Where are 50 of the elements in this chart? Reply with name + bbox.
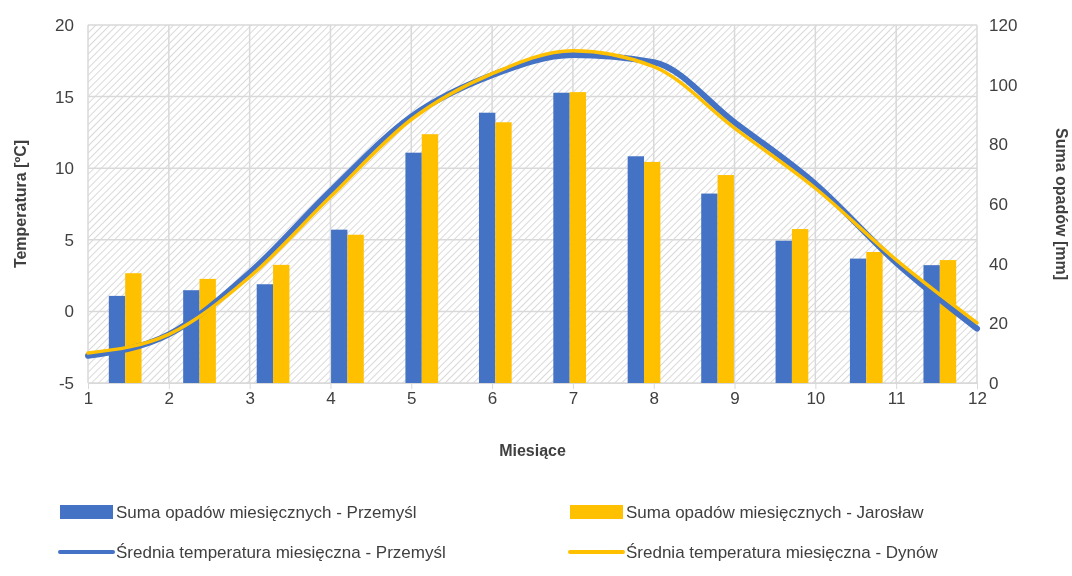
bar — [256, 284, 274, 383]
legend-label: Suma opadów miesięcznych - Jarosław — [626, 503, 925, 522]
y-tick-label: 5 — [64, 230, 74, 250]
y-tick-label: 20 — [55, 15, 74, 35]
x-tick-label: 2 — [164, 389, 175, 409]
bar — [775, 240, 792, 383]
x-tick-label: 5 — [407, 389, 417, 409]
y2-tick-label: 100 — [989, 75, 1018, 95]
bar — [866, 252, 883, 383]
y-axis-title: Temperatura [ºC] — [12, 139, 29, 269]
x-tick-label: 7 — [568, 389, 579, 409]
bar — [717, 175, 734, 383]
x-axis-title: Miesiące — [499, 442, 566, 459]
bar — [273, 264, 290, 383]
y-tick-label: -5 — [58, 373, 74, 393]
bar — [331, 229, 348, 383]
bar — [791, 229, 809, 383]
legend-label: Suma opadów miesięcznych - Przemyśl — [116, 503, 417, 522]
x-tick-label: 9 — [730, 389, 740, 409]
bar — [421, 134, 439, 383]
y-tick-label: 10 — [55, 159, 74, 179]
x-tick-label: 1 — [83, 389, 94, 409]
legend-label: Średnia temperatura miesięczna - Dynów — [626, 543, 939, 562]
x-tick-label: 4 — [326, 389, 336, 409]
bar — [644, 161, 661, 383]
bar — [701, 193, 718, 383]
y-tick-label: 15 — [55, 87, 74, 107]
bar — [627, 156, 645, 383]
x-tick-label: 11 — [887, 389, 906, 409]
y2-tick-label: 0 — [989, 373, 999, 393]
bar — [849, 258, 867, 383]
y-tick-label: 0 — [64, 302, 74, 322]
y2-tick-label: 20 — [989, 314, 1008, 334]
bar — [569, 92, 587, 383]
bar — [478, 112, 496, 383]
legend-label: Średnia temperatura miesięczna - Przemyśl — [116, 543, 446, 562]
y2-tick-label: 40 — [989, 254, 1008, 274]
y2-axis-title: Suma opadów [mm] — [1053, 127, 1070, 281]
bar — [347, 234, 364, 383]
x-tick-label: 10 — [806, 389, 826, 409]
y2-tick-label: 80 — [989, 135, 1008, 155]
bar — [553, 92, 570, 383]
x-tick-label: 8 — [649, 389, 659, 409]
y2-tick-label: 60 — [989, 194, 1008, 214]
x-tick-label: 12 — [968, 389, 987, 409]
y2-tick-label: 120 — [989, 15, 1018, 35]
x-tick-label: 6 — [487, 389, 498, 409]
bar — [495, 122, 512, 383]
x-tick-label: 3 — [245, 389, 255, 409]
bar — [405, 152, 422, 383]
